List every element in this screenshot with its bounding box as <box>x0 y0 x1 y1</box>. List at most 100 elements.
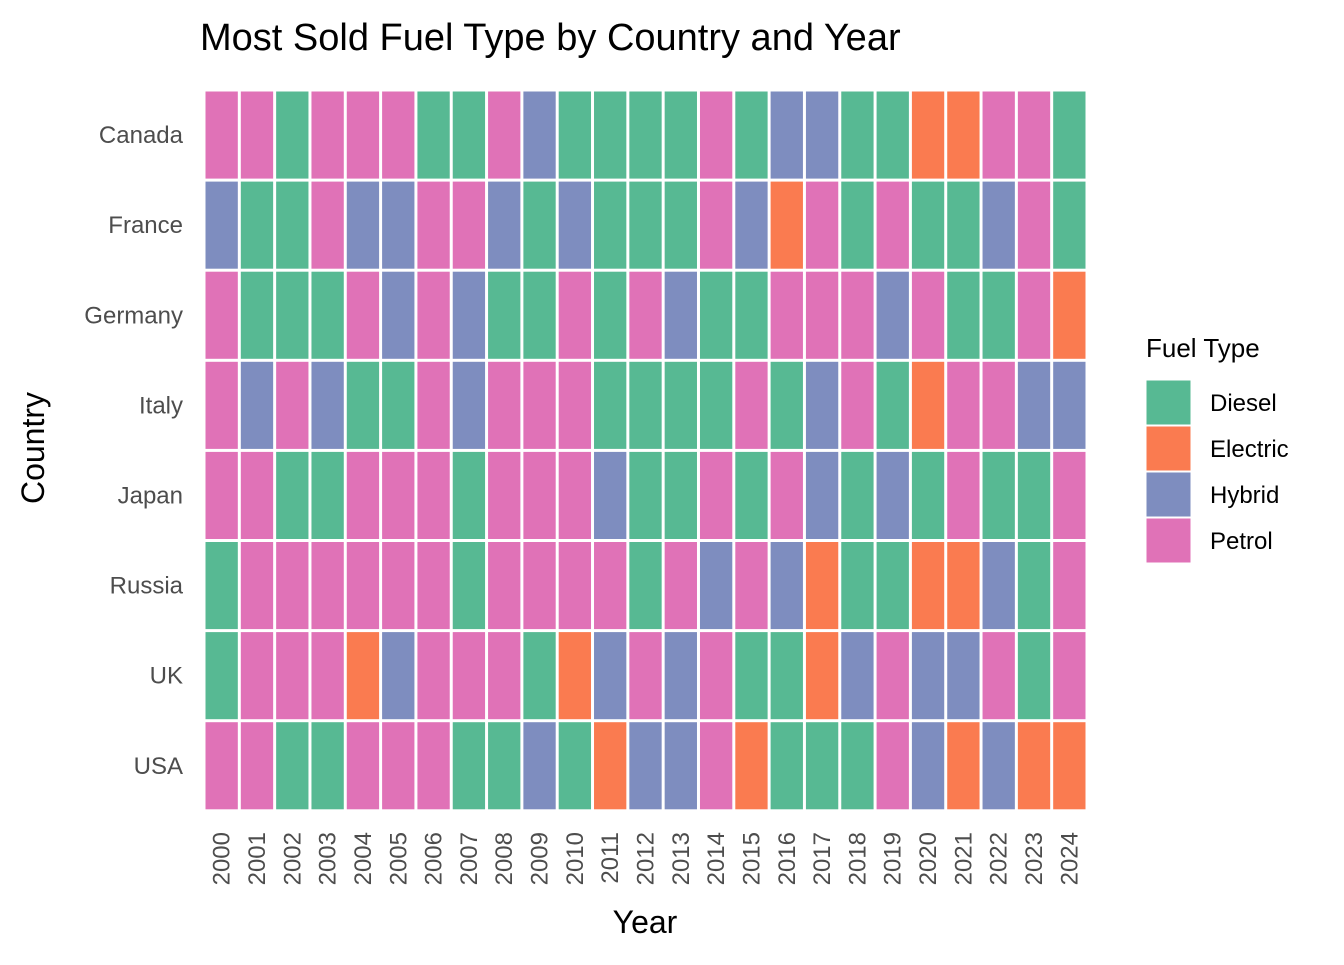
x-tick-label-2018: 2018 <box>844 832 871 885</box>
y-axis-tick-labels: Canada France Germany Italy Japan Russia UK USA <box>84 122 183 780</box>
x-tick-label-2024: 2024 <box>1056 832 1083 885</box>
heatmap-cell-canada-2019 <box>876 91 909 179</box>
heatmap-cell-usa-2020 <box>911 722 945 810</box>
heatmap-cell-france-2000 <box>205 181 238 269</box>
heatmap-cell-italy-2004 <box>346 361 380 449</box>
x-tick-label-2006: 2006 <box>421 832 448 885</box>
x-tick-label-2019: 2019 <box>880 832 907 885</box>
heatmap-cell-usa-2008 <box>488 722 521 810</box>
heatmap-cell-italy-2020 <box>911 361 945 449</box>
legend-swatch-petrol <box>1145 517 1192 564</box>
heatmap-cell-germany-2006 <box>417 271 450 359</box>
heatmap-cell-italy-2011 <box>594 361 627 449</box>
heatmap-cell-france-2005 <box>382 181 415 269</box>
heatmap-cell-usa-2001 <box>240 722 274 810</box>
heatmap-cell-germany-2005 <box>382 271 415 359</box>
heatmap-cell-germany-2021 <box>947 271 980 359</box>
heatmap-cell-canada-2007 <box>452 91 486 179</box>
heatmap-cell-france-2015 <box>735 181 768 269</box>
heatmap-cell-france-2021 <box>947 181 980 269</box>
heatmap-cell-japan-2017 <box>805 451 839 539</box>
heatmap-cell-germany-2017 <box>805 271 839 359</box>
heatmap-cell-russia-2008 <box>488 542 521 630</box>
x-tick-label-2001: 2001 <box>244 832 271 885</box>
heatmap-cell-russia-2022 <box>982 542 1015 630</box>
heatmap-cell-uk-2005 <box>382 632 415 720</box>
heatmap-cell-canada-2004 <box>346 91 380 179</box>
x-axis-title: Year <box>613 904 678 940</box>
heatmap-cell-france-2003 <box>311 181 344 269</box>
heatmap-cell-germany-2000 <box>205 271 238 359</box>
heatmap-cell-uk-2019 <box>876 632 909 720</box>
heatmap-cell-canada-2021 <box>947 91 980 179</box>
heatmap-cell-germany-2014 <box>699 271 733 359</box>
heatmap-cell-germany-2001 <box>240 271 274 359</box>
heatmap-cell-italy-2022 <box>982 361 1015 449</box>
heatmap-cell-russia-2002 <box>276 542 309 630</box>
heatmap-cell-usa-2000 <box>205 722 238 810</box>
heatmap-cell-germany-2010 <box>558 271 592 359</box>
heatmap-cell-japan-2021 <box>947 451 980 539</box>
heatmap-cell-france-2018 <box>841 181 874 269</box>
heatmap-cell-uk-2024 <box>1053 632 1086 720</box>
legend-label-hybrid: Hybrid <box>1210 482 1279 509</box>
heatmap-cell-france-2011 <box>594 181 627 269</box>
heatmap-cells <box>205 91 1086 810</box>
legend-title: Fuel Type <box>1146 333 1260 363</box>
heatmap-cell-usa-2004 <box>346 722 380 810</box>
heatmap-cell-france-2023 <box>1017 181 1051 269</box>
heatmap-cell-usa-2016 <box>770 722 803 810</box>
heatmap-cell-russia-2014 <box>699 542 733 630</box>
heatmap-cell-japan-2011 <box>594 451 627 539</box>
x-tick-label-2016: 2016 <box>774 832 801 885</box>
heatmap-cell-japan-2019 <box>876 451 909 539</box>
heatmap-cell-italy-2002 <box>276 361 309 449</box>
heatmap-cell-russia-2019 <box>876 542 909 630</box>
chart-title: Most Sold Fuel Type by Country and Year <box>200 17 901 59</box>
heatmap-cell-germany-2011 <box>594 271 627 359</box>
heatmap-cell-canada-2000 <box>205 91 238 179</box>
heatmap-cell-japan-2004 <box>346 451 380 539</box>
heatmap-cell-france-2002 <box>276 181 309 269</box>
heatmap-cell-japan-2014 <box>699 451 733 539</box>
heatmap-cell-russia-2015 <box>735 542 768 630</box>
heatmap-cell-uk-2012 <box>629 632 662 720</box>
heatmap-cell-canada-2016 <box>770 91 803 179</box>
heatmap-cell-russia-2018 <box>841 542 874 630</box>
heatmap-cell-germany-2002 <box>276 271 309 359</box>
x-tick-label-2020: 2020 <box>915 832 942 885</box>
x-tick-label-2004: 2004 <box>350 832 377 885</box>
heatmap-cell-russia-2000 <box>205 542 238 630</box>
heatmap-cell-usa-2002 <box>276 722 309 810</box>
heatmap-cell-usa-2015 <box>735 722 768 810</box>
heatmap-cell-france-2020 <box>911 181 945 269</box>
heatmap-cell-usa-2017 <box>805 722 839 810</box>
heatmap-cell-usa-2019 <box>876 722 909 810</box>
heatmap-cell-germany-2019 <box>876 271 909 359</box>
heatmap-cell-germany-2009 <box>523 271 556 359</box>
heatmap-cell-russia-2013 <box>664 542 697 630</box>
heatmap-cell-usa-2024 <box>1053 722 1086 810</box>
heatmap-cell-germany-2007 <box>452 271 486 359</box>
heatmap-cell-japan-2003 <box>311 451 344 539</box>
heatmap-cell-italy-2006 <box>417 361 450 449</box>
heatmap-cell-uk-2011 <box>594 632 627 720</box>
heatmap-cell-canada-2014 <box>699 91 733 179</box>
heatmap-cell-germany-2015 <box>735 271 768 359</box>
heatmap-cell-usa-2021 <box>947 722 980 810</box>
heatmap-cell-japan-2010 <box>558 451 592 539</box>
heatmap-cell-japan-2009 <box>523 451 556 539</box>
heatmap-cell-germany-2020 <box>911 271 945 359</box>
heatmap-cell-france-2024 <box>1053 181 1086 269</box>
heatmap-cell-usa-2012 <box>629 722 662 810</box>
x-tick-label-2000: 2000 <box>209 832 236 885</box>
heatmap-cell-japan-2001 <box>240 451 274 539</box>
x-tick-label-2003: 2003 <box>315 832 342 885</box>
heatmap-cell-japan-2018 <box>841 451 874 539</box>
heatmap-cell-russia-2009 <box>523 542 556 630</box>
heatmap-cell-italy-2001 <box>240 361 274 449</box>
heatmap-cell-germany-2016 <box>770 271 803 359</box>
heatmap-cell-uk-2000 <box>205 632 238 720</box>
